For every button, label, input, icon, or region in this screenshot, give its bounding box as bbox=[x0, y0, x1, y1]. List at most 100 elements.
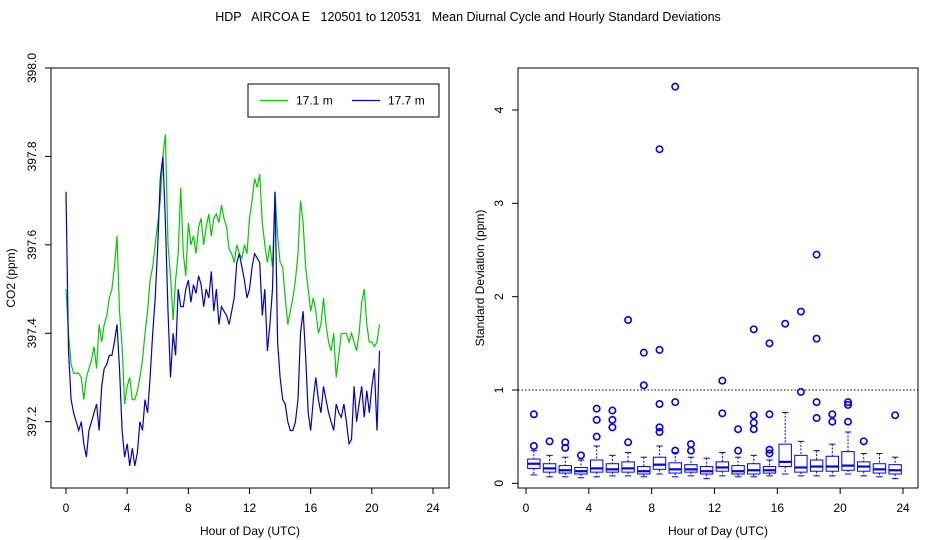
box-hour-12.5 bbox=[715, 376, 730, 477]
outlier-point bbox=[624, 438, 633, 447]
figure-title: HDP AIRCOA E 120501 to 120531 Mean Diurn… bbox=[215, 10, 721, 24]
outlier-point bbox=[891, 411, 900, 420]
left-x-tick-label: 4 bbox=[124, 501, 131, 515]
outlier-point bbox=[734, 425, 743, 434]
right-x-tick-label: 4 bbox=[585, 501, 592, 515]
outlier-point bbox=[812, 413, 821, 422]
outlier-point bbox=[812, 250, 821, 259]
outlier-point bbox=[844, 417, 853, 426]
right-x-tick-label: 16 bbox=[771, 501, 785, 515]
left-x-tick-label: 12 bbox=[243, 501, 257, 515]
left-x-tick-label: 8 bbox=[185, 501, 192, 515]
box-iqr bbox=[605, 463, 620, 473]
right-x-tick-label: 20 bbox=[833, 501, 847, 515]
outlier-point bbox=[749, 325, 758, 334]
outlier-point bbox=[844, 400, 853, 409]
series-line-17-1m bbox=[65, 134, 381, 405]
right-x-axis-label: Hour of Day (UTC) bbox=[668, 524, 768, 538]
box-iqr bbox=[731, 465, 745, 475]
outlier-point bbox=[765, 449, 774, 458]
outlier-point bbox=[608, 406, 617, 415]
box-hour-13.5 bbox=[731, 425, 745, 478]
outlier-point bbox=[671, 398, 680, 407]
box-hour-1.5 bbox=[542, 437, 557, 478]
box-hour-5.5 bbox=[605, 406, 620, 477]
outlier-point bbox=[671, 82, 680, 91]
box-iqr bbox=[794, 454, 808, 473]
left-x-tick-label: 16 bbox=[304, 501, 318, 515]
box-hour-7.5 bbox=[637, 348, 651, 478]
outlier-point bbox=[812, 398, 821, 407]
box-hour-22.5 bbox=[872, 452, 887, 478]
box-hour-10.5 bbox=[684, 440, 698, 477]
left-y-tick-label: 397.6 bbox=[25, 230, 39, 260]
right-y-tick-label: 4 bbox=[492, 106, 506, 113]
right-y-axis-label: Standard Deviation (ppm) bbox=[473, 210, 487, 347]
box-hour-19.5 bbox=[825, 410, 840, 477]
outlier-point bbox=[749, 411, 758, 420]
outlier-point bbox=[749, 418, 758, 427]
left-y-tick-label: 397.8 bbox=[25, 141, 39, 171]
outlier-point bbox=[561, 438, 570, 447]
outlier-point bbox=[828, 410, 837, 419]
outlier-point bbox=[765, 445, 774, 454]
outlier-point bbox=[781, 319, 790, 328]
box-iqr bbox=[747, 463, 761, 475]
outlier-point bbox=[655, 427, 664, 436]
outlier-point bbox=[655, 345, 664, 354]
box-hour-21.5 bbox=[857, 437, 871, 477]
outlier-point bbox=[592, 415, 601, 424]
box-hour-16.5 bbox=[778, 319, 792, 475]
legend-label-17-1m: 17.1 m bbox=[296, 94, 333, 108]
outlier-point bbox=[686, 446, 695, 455]
outlier-point bbox=[592, 432, 601, 441]
right-x-tick-label: 0 bbox=[523, 501, 530, 515]
right-y-tick-label: 2 bbox=[492, 293, 506, 300]
outlier-point bbox=[844, 398, 853, 407]
left-y-tick-label: 397.2 bbox=[25, 406, 39, 436]
outlier-point bbox=[529, 410, 538, 419]
outlier-point bbox=[796, 307, 805, 316]
left-x-tick-label: 0 bbox=[63, 501, 70, 515]
right-plot-frame bbox=[517, 67, 919, 489]
right-y-tick-label: 1 bbox=[492, 386, 506, 393]
left-plot-frame bbox=[50, 67, 450, 489]
outlier-point bbox=[545, 437, 554, 446]
outlier-point bbox=[655, 399, 664, 408]
box-hour-6.5 bbox=[621, 315, 635, 477]
outlier-point bbox=[765, 410, 774, 419]
outlier-point bbox=[859, 437, 868, 446]
right-y-tick-label: 3 bbox=[492, 200, 506, 207]
outlier-point bbox=[796, 387, 805, 396]
outlier-point bbox=[576, 451, 585, 460]
box-hour-17.5 bbox=[794, 307, 808, 477]
outlier-point bbox=[718, 376, 727, 385]
outlier-point bbox=[561, 443, 570, 452]
box-iqr bbox=[841, 451, 855, 471]
box-hour-3.5 bbox=[574, 451, 588, 479]
left-y-tick-label: 397.4 bbox=[25, 318, 39, 348]
right-x-tick-label: 12 bbox=[708, 501, 722, 515]
outlier-point bbox=[734, 446, 743, 455]
box-iqr bbox=[652, 456, 667, 470]
left-x-tick-label: 24 bbox=[426, 501, 440, 515]
outlier-point bbox=[624, 315, 633, 324]
box-hour-18.5 bbox=[809, 250, 824, 477]
outlier-point bbox=[671, 446, 680, 455]
box-hour-4.5 bbox=[589, 404, 604, 478]
box-iqr bbox=[668, 462, 682, 474]
box-iqr bbox=[621, 461, 635, 473]
left-x-tick-label: 20 bbox=[365, 501, 379, 515]
outlier-point bbox=[529, 441, 538, 450]
box-hour-2.5 bbox=[558, 438, 572, 478]
outlier-point bbox=[608, 423, 617, 432]
left-x-axis-label: Hour of Day (UTC) bbox=[200, 524, 300, 538]
outlier-point bbox=[718, 409, 727, 418]
outlier-point bbox=[639, 348, 648, 357]
right-x-tick-label: 8 bbox=[648, 501, 655, 515]
left-y-axis-label: CO2 (ppm) bbox=[4, 248, 18, 307]
box-hour-15.5 bbox=[762, 339, 777, 477]
outlier-point bbox=[592, 404, 601, 413]
box-hour-20.5 bbox=[841, 398, 855, 475]
